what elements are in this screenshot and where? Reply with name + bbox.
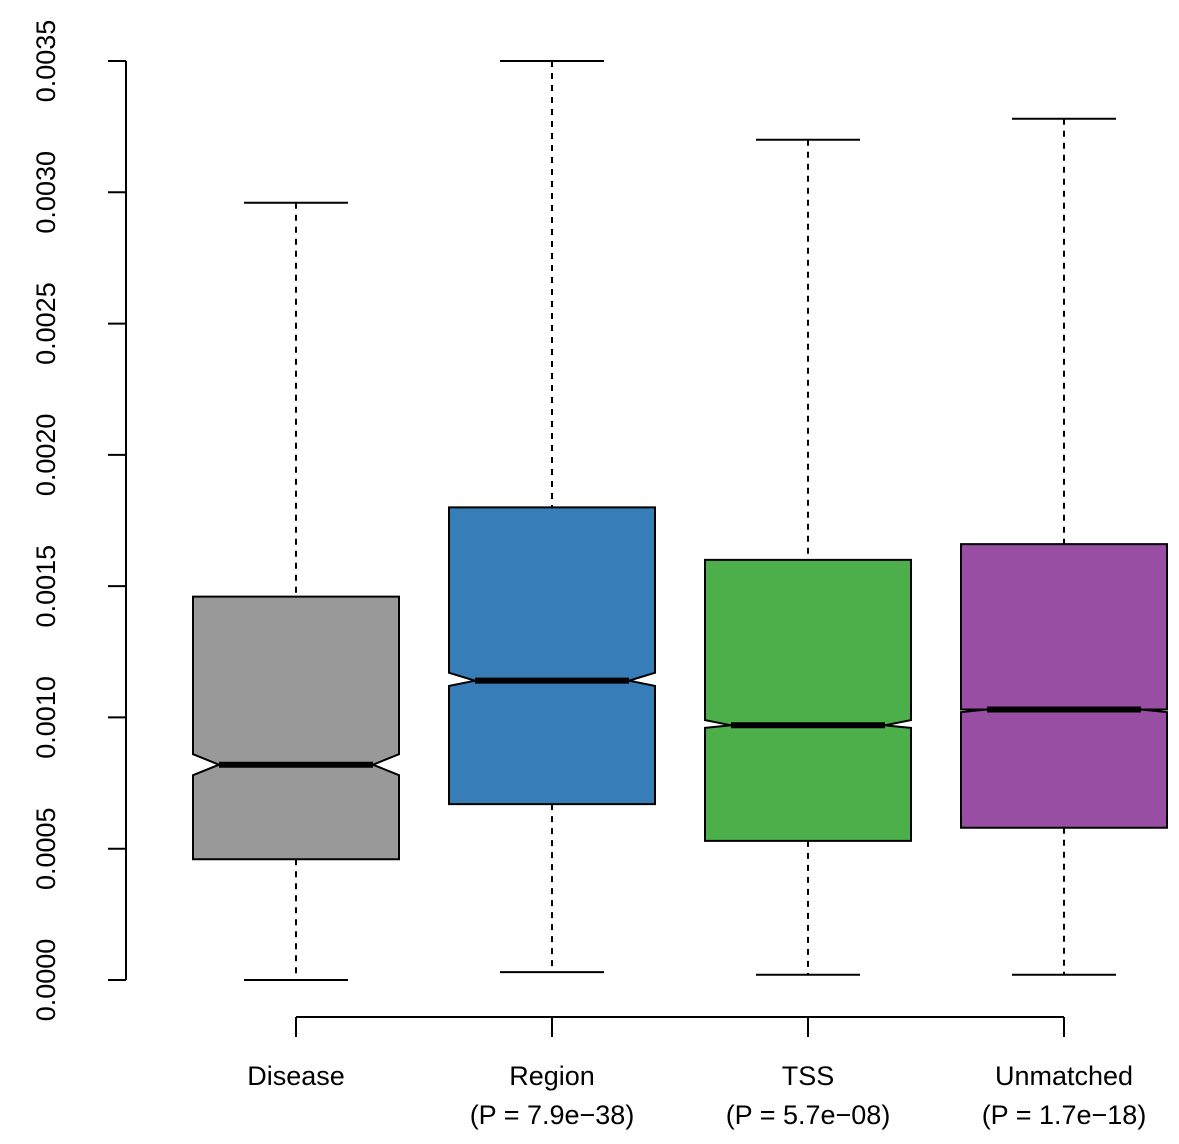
- box-group-tss: [704, 138, 912, 976]
- boxes: [192, 60, 1168, 981]
- box-region: [448, 506, 656, 806]
- pvalue-label: (P = 7.9e−38): [470, 1100, 635, 1130]
- box-group-region: [448, 60, 656, 974]
- pvalue-label: (P = 1.7e−18): [982, 1100, 1147, 1130]
- box-group-unmatched: [960, 117, 1168, 976]
- box-tss: [704, 558, 912, 842]
- box-unmatched: [960, 543, 1168, 829]
- y-tick-label: 0.0015: [31, 545, 61, 628]
- category-label: TSS: [782, 1061, 835, 1091]
- category-label: Unmatched: [995, 1061, 1133, 1091]
- x-axis-ticks: Disease Region (P = 7.9e−38) TSS (P = 5.7e−0…: [247, 1017, 1146, 1130]
- category-label: Region: [509, 1061, 595, 1091]
- category-label: Disease: [247, 1061, 345, 1091]
- y-axis-ticks: 0.0000 0.0005 0.0010 0.0015 0.0020 0.0025 0.00…: [31, 20, 126, 1022]
- y-tick-label: 0.0020: [31, 414, 61, 497]
- pvalue-label: (P = 5.7e−08): [726, 1100, 891, 1130]
- y-tick-label: 0.0025: [31, 282, 61, 365]
- y-tick-label: 0.0030: [31, 151, 61, 234]
- y-tick-label: 0.0005: [31, 807, 61, 890]
- y-tick-label: 0.0000: [31, 939, 61, 1022]
- y-tick-label: 0.0035: [31, 20, 61, 103]
- y-tick-label: 0.0010: [31, 676, 61, 759]
- box-disease: [192, 595, 400, 861]
- box-group-disease: [192, 201, 400, 981]
